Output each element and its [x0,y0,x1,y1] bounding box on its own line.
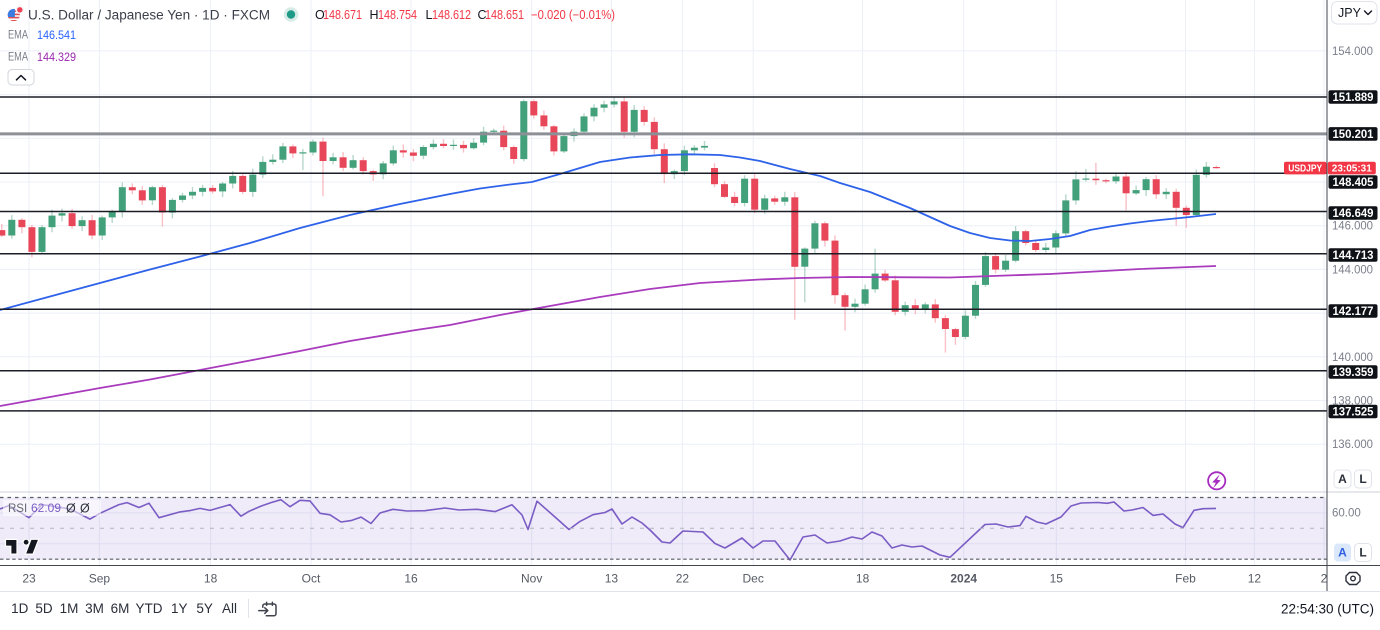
svg-text:Feb: Feb [1175,572,1196,586]
svg-text:148.651: 148.651 [485,8,524,22]
svg-text:148.612: 148.612 [432,8,471,22]
svg-text:151.889: 151.889 [1333,92,1374,104]
svg-text:138.000: 138.000 [1332,396,1373,408]
svg-text:146.649: 146.649 [1333,208,1374,220]
svg-text:22: 22 [676,572,690,586]
svg-text:140.000: 140.000 [1332,352,1373,364]
svg-text:O: O [315,8,325,22]
svg-text:16: 16 [404,572,418,586]
svg-text:144.329: 144.329 [37,50,76,64]
svg-text:C: C [478,8,487,22]
svg-text:L: L [1359,472,1366,486]
svg-text:13: 13 [605,572,619,586]
svg-text:Ø: Ø [80,502,90,516]
svg-text:22:54:30 (UTC): 22:54:30 (UTC) [1281,602,1374,617]
svg-text:YTD: YTD [136,601,163,616]
svg-text:154.000: 154.000 [1332,46,1373,58]
svg-text:USDJPY: USDJPY [1288,163,1322,174]
svg-text:136.000: 136.000 [1332,439,1373,451]
svg-text:Sep: Sep [89,572,111,586]
svg-text:A: A [1338,472,1347,486]
svg-text:RSI: RSI [8,503,27,515]
svg-text:U.S. Dollar / Japanese Yen · 1: U.S. Dollar / Japanese Yen · 1D · FXCM [28,8,270,23]
svg-text:18: 18 [856,572,870,586]
svg-text:62.09: 62.09 [31,501,61,515]
svg-text:H: H [370,8,379,22]
svg-text:−0.020 (−0.01%): −0.020 (−0.01%) [531,8,615,22]
svg-text:139.359: 139.359 [1333,367,1374,379]
svg-text:2: 2 [1321,572,1328,586]
svg-text:2024: 2024 [950,572,977,586]
svg-text:Nov: Nov [521,572,542,586]
svg-text:23: 23 [22,572,36,586]
svg-text:142.177: 142.177 [1333,306,1374,318]
svg-text:144.713: 144.713 [1333,250,1374,262]
svg-text:Ø: Ø [66,502,76,516]
svg-text:12: 12 [1248,572,1262,586]
svg-text:5Y: 5Y [196,601,213,616]
svg-text:EMA: EMA [8,52,28,64]
svg-text:JPY: JPY [1338,6,1362,20]
svg-text:Oct: Oct [302,572,321,586]
svg-text:3M: 3M [85,601,104,616]
svg-text:1M: 1M [60,601,79,616]
svg-text:Dec: Dec [743,572,764,586]
svg-text:1D: 1D [11,601,29,616]
svg-text:144.000: 144.000 [1332,264,1373,276]
svg-text:15: 15 [1050,572,1064,586]
svg-text:EMA: EMA [8,30,28,42]
svg-text:148.671: 148.671 [323,8,362,22]
svg-text:A: A [1338,546,1347,560]
svg-text:146.541: 146.541 [37,28,76,42]
svg-text:L: L [1359,546,1366,560]
svg-text:23:05:31: 23:05:31 [1332,163,1372,174]
svg-text:60.00: 60.00 [1332,508,1361,520]
svg-text:18: 18 [204,572,218,586]
svg-text:L: L [426,8,433,22]
svg-text:137.525: 137.525 [1333,407,1375,419]
svg-text:146.000: 146.000 [1332,221,1373,233]
svg-text:148.754: 148.754 [378,8,417,22]
svg-text:5D: 5D [35,601,53,616]
svg-text:150.201: 150.201 [1333,129,1375,141]
svg-text:148.405: 148.405 [1333,177,1375,189]
svg-text:6M: 6M [111,601,130,616]
svg-text:All: All [222,601,237,616]
svg-text:1Y: 1Y [171,601,188,616]
